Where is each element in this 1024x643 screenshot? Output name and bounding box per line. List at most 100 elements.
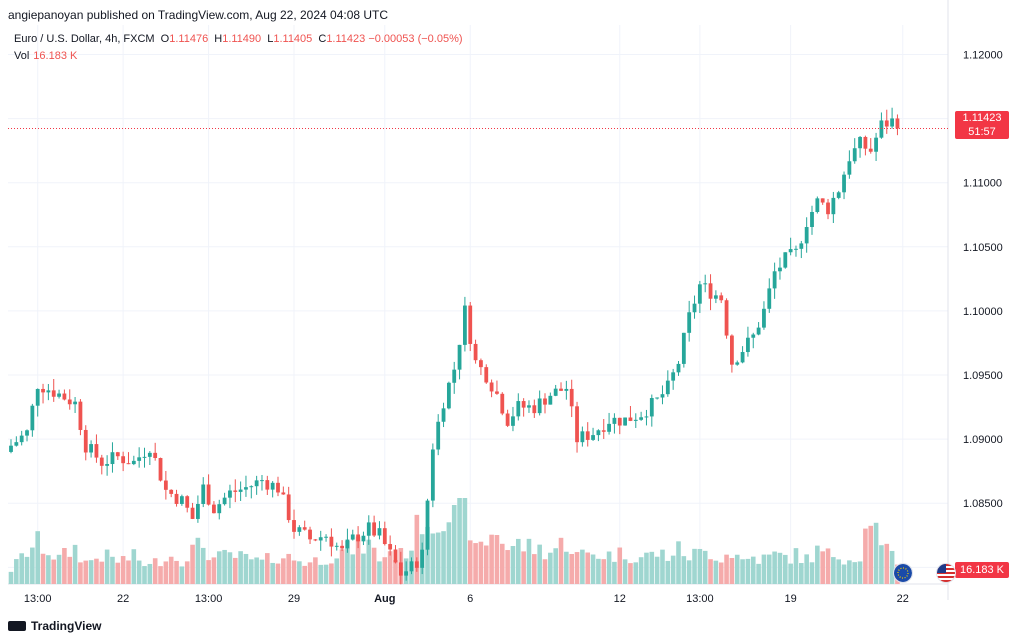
- candle-body: [489, 382, 494, 392]
- volume-bar: [382, 557, 388, 584]
- candle-body: [420, 549, 425, 568]
- low-value: 1.11405: [273, 33, 313, 45]
- volume-bar: [724, 554, 729, 584]
- candle-body: [297, 527, 302, 532]
- candle-body: [131, 460, 136, 465]
- volume-bar: [168, 556, 174, 584]
- brand-name: TradingView: [31, 619, 102, 633]
- eu-flag-icon[interactable]: [893, 563, 913, 583]
- candle-body: [473, 343, 478, 361]
- candle-body: [697, 284, 702, 304]
- volume-bar: [270, 562, 275, 584]
- volume-bar: [852, 562, 858, 584]
- candle-body: [479, 360, 483, 368]
- candle-body: [313, 539, 318, 541]
- volume-bar: [430, 533, 436, 584]
- close-value: 1.11423: [326, 33, 366, 45]
- candle-body: [735, 362, 740, 365]
- volume-bar: [377, 561, 382, 584]
- volume-bar: [697, 548, 703, 584]
- volume-bar: [478, 541, 484, 584]
- volume-bar: [585, 552, 591, 584]
- candle-body: [847, 161, 852, 175]
- volume-bar: [820, 551, 825, 584]
- candle-body: [67, 399, 72, 405]
- us-flag-icon[interactable]: [936, 563, 956, 583]
- volume-bar: [793, 548, 799, 584]
- volume-bar: [393, 560, 398, 584]
- volume-bar: [532, 554, 537, 584]
- volume-bar: [713, 560, 719, 584]
- published-by: angiepanoyan published on TradingView.co…: [8, 8, 389, 22]
- volume-bar: [788, 563, 793, 584]
- candle-body: [105, 464, 110, 466]
- candle-body: [126, 463, 131, 465]
- time-axis[interactable]: 13:00 22 13:00 29 Aug 6 12 13:00 19 22: [24, 593, 909, 605]
- candle-body: [826, 202, 830, 215]
- candle-body: [254, 480, 259, 487]
- candle-body: [852, 148, 857, 162]
- last-price: 1.11423: [962, 112, 1002, 124]
- volume-bar: [879, 545, 884, 584]
- volume-bar: [473, 543, 478, 584]
- candle-body: [174, 493, 179, 504]
- volume-bar: [777, 552, 783, 584]
- volume-bar: [596, 558, 601, 584]
- volume-bar: [72, 544, 78, 584]
- candle-body: [868, 148, 873, 152]
- volume-bars: [8, 498, 900, 584]
- volume-bar: [8, 571, 14, 584]
- low-label: L: [267, 33, 274, 45]
- candle-body: [425, 500, 430, 550]
- candle-body: [660, 394, 665, 398]
- volume-bar: [542, 559, 548, 584]
- candle-body: [115, 452, 120, 457]
- volume-bar: [825, 548, 831, 584]
- time-tick-label: 22: [117, 593, 129, 605]
- volume-bar: [847, 560, 852, 584]
- price-tick-label: 1.10000: [963, 306, 1003, 318]
- candle-body: [270, 482, 275, 490]
- volume-bar: [163, 561, 169, 584]
- volume-bar: [425, 526, 430, 584]
- volume-bar: [654, 556, 660, 584]
- volume-bar: [323, 564, 329, 584]
- volume-bar: [110, 556, 115, 584]
- volume-bar: [329, 563, 334, 584]
- tradingview-logo[interactable]: TradingView: [8, 619, 101, 633]
- volume-bar: [46, 555, 51, 584]
- volume-bar: [499, 543, 505, 584]
- volume-value: 16.183 K: [33, 50, 78, 62]
- candle-body: [794, 248, 798, 250]
- time-tick-label: 19: [785, 593, 797, 605]
- volume-bar: [537, 544, 542, 584]
- candle-body: [879, 120, 884, 138]
- volume-bar: [286, 553, 291, 584]
- candle-body: [575, 406, 579, 443]
- candle-body: [30, 405, 35, 431]
- close-label: C: [318, 33, 327, 45]
- volume-bar: [435, 532, 441, 584]
- candle-body: [842, 174, 846, 193]
- volume-bar: [467, 540, 473, 584]
- volume-bar: [83, 560, 89, 584]
- candle-body: [639, 417, 644, 420]
- volume-bar: [174, 560, 179, 584]
- volume-bar: [67, 556, 73, 584]
- candle-body: [9, 445, 13, 452]
- volume-bar: [483, 545, 489, 584]
- candle-body: [564, 388, 569, 391]
- price-tick-label: 1.11000: [963, 178, 1002, 190]
- volume-bar: [857, 561, 863, 584]
- volume-bar: [766, 554, 772, 584]
- volume-bar: [126, 560, 131, 584]
- candle-body: [228, 490, 232, 498]
- last-price-badge: 1.11423 51:57: [955, 111, 1009, 139]
- candle-body: [665, 380, 670, 395]
- candle-body: [222, 497, 227, 505]
- volume-bar: [56, 554, 62, 584]
- volume-bar: [804, 554, 809, 584]
- time-tick-label: 13:00: [24, 593, 52, 605]
- candle-body: [329, 536, 334, 547]
